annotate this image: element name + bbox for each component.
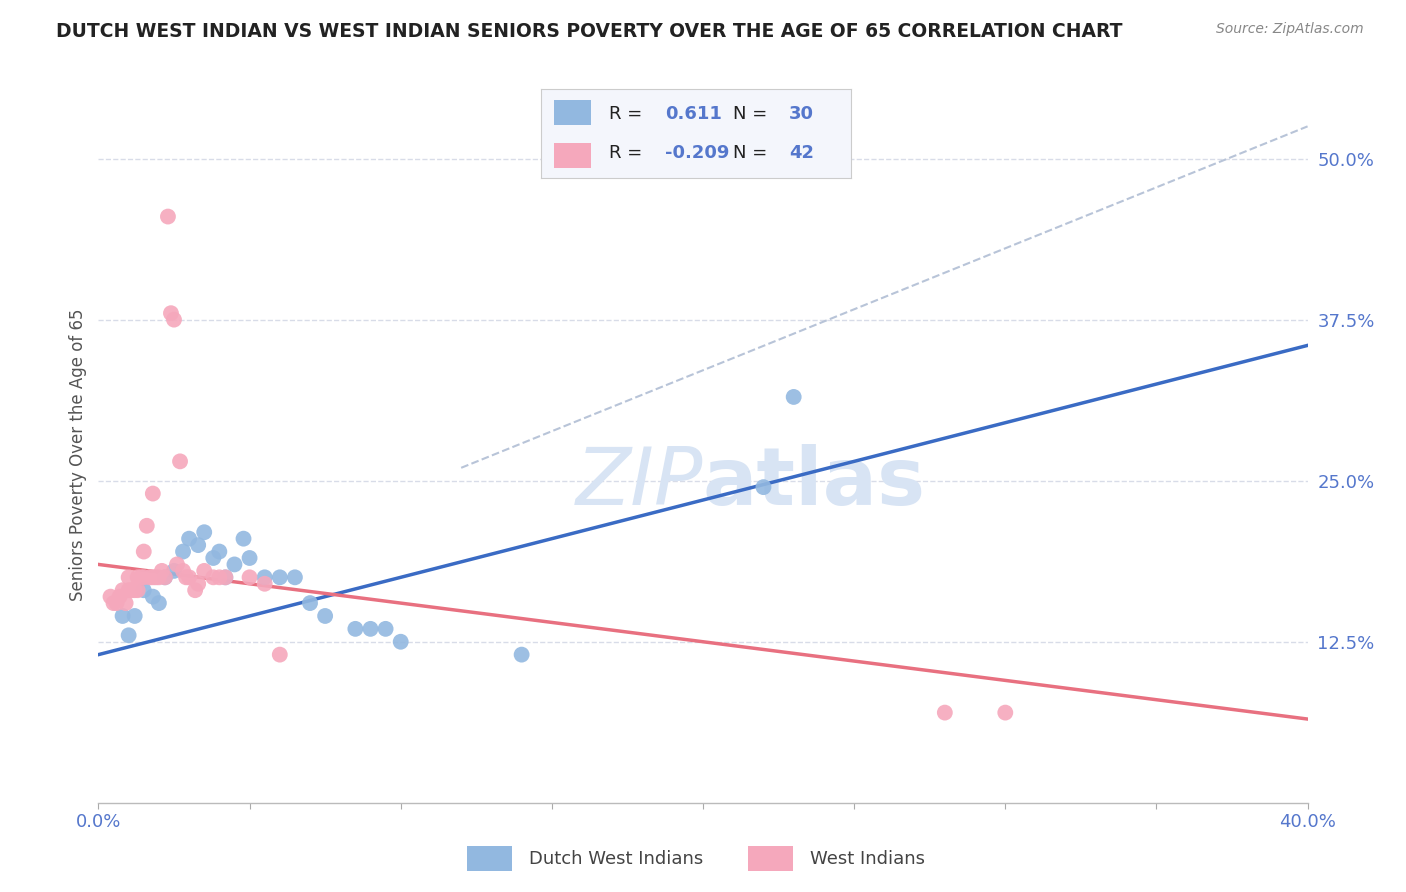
Point [124, 583, 146, 598]
Point [103, 596, 125, 610]
Point [108, 590, 131, 604]
Point [153, 570, 176, 584]
Text: 0.611: 0.611 [665, 105, 721, 123]
Point [232, 532, 254, 546]
Point [105, 596, 128, 610]
Point [269, 570, 291, 584]
Point [360, 622, 382, 636]
Text: R =: R = [609, 105, 648, 123]
Point [135, 518, 157, 533]
Point [253, 576, 276, 591]
Point [193, 564, 215, 578]
Text: Source: ZipAtlas.com: Source: ZipAtlas.com [1216, 22, 1364, 37]
Point [179, 532, 201, 546]
Point [193, 525, 215, 540]
Point [145, 570, 167, 584]
Point [269, 648, 291, 662]
Point [389, 634, 412, 648]
Point [208, 570, 231, 584]
Text: Dutch West Indians: Dutch West Indians [529, 849, 703, 868]
Point [132, 583, 155, 598]
Point [129, 570, 152, 584]
Text: N =: N = [733, 145, 773, 162]
Point [208, 544, 231, 558]
Point [132, 544, 155, 558]
Text: ZIP: ZIP [575, 443, 703, 522]
Point [172, 544, 194, 558]
Point [202, 570, 225, 584]
Point [187, 576, 209, 591]
Point [100, 590, 122, 604]
Text: R =: R = [609, 145, 648, 162]
Point [752, 480, 775, 494]
Text: DUTCH WEST INDIAN VS WEST INDIAN SENIORS POVERTY OVER THE AGE OF 65 CORRELATION : DUTCH WEST INDIAN VS WEST INDIAN SENIORS… [56, 22, 1123, 41]
FancyBboxPatch shape [467, 847, 512, 871]
Point [344, 622, 367, 636]
Point [239, 570, 262, 584]
Point [121, 583, 143, 598]
Point [142, 486, 165, 500]
Y-axis label: Seniors Poverty Over the Age of 65: Seniors Poverty Over the Age of 65 [69, 309, 87, 601]
Point [150, 564, 173, 578]
Point [214, 570, 236, 584]
Text: West Indians: West Indians [810, 849, 925, 868]
Point [187, 538, 209, 552]
Point [172, 564, 194, 578]
Point [124, 609, 146, 624]
Point [169, 454, 191, 468]
Point [153, 570, 176, 584]
Point [314, 609, 336, 624]
Text: 30: 30 [789, 105, 814, 123]
Point [118, 628, 141, 642]
Point [111, 583, 134, 598]
Point [510, 648, 533, 662]
Point [174, 570, 197, 584]
Point [142, 570, 165, 584]
Point [118, 570, 141, 584]
FancyBboxPatch shape [554, 143, 591, 168]
Text: 42: 42 [789, 145, 814, 162]
Point [127, 583, 149, 598]
Point [139, 570, 162, 584]
Point [118, 583, 141, 598]
Point [114, 596, 136, 610]
Point [374, 622, 396, 636]
FancyBboxPatch shape [748, 847, 793, 871]
Point [163, 564, 186, 578]
Point [127, 570, 149, 584]
FancyBboxPatch shape [554, 100, 591, 125]
Point [783, 390, 806, 404]
Point [132, 570, 155, 584]
Point [214, 570, 236, 584]
Text: -0.209: -0.209 [665, 145, 730, 162]
Point [142, 590, 165, 604]
Point [253, 570, 276, 584]
Point [166, 558, 188, 572]
Point [163, 312, 186, 326]
Point [224, 558, 246, 572]
Point [284, 570, 307, 584]
Point [934, 706, 956, 720]
Point [179, 570, 201, 584]
Point [156, 210, 179, 224]
Point [202, 551, 225, 566]
Point [184, 583, 207, 598]
Point [299, 596, 322, 610]
Point [148, 570, 170, 584]
Point [148, 596, 170, 610]
Point [239, 551, 262, 566]
Point [160, 306, 183, 320]
Text: N =: N = [733, 105, 773, 123]
Text: atlas: atlas [703, 443, 927, 522]
Point [994, 706, 1017, 720]
Point [111, 609, 134, 624]
